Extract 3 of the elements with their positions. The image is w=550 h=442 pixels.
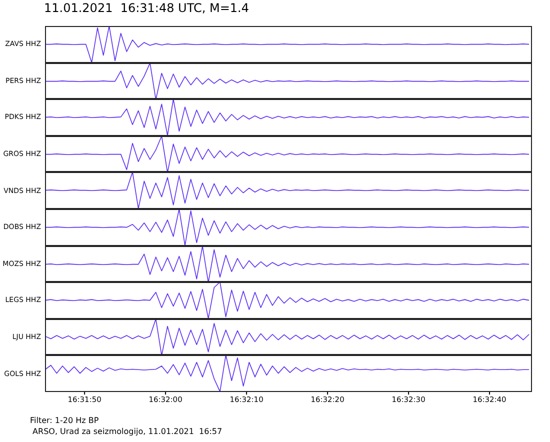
text: ARSO, Urad za seizmologijo, 11.01.2021 16:57 bbox=[32, 427, 222, 436]
chart-title: 11.01.2021 16:31:48 UTC, M=1.4 bbox=[44, 1, 249, 15]
text: Filter: 1-20 Hz BP bbox=[30, 416, 99, 425]
